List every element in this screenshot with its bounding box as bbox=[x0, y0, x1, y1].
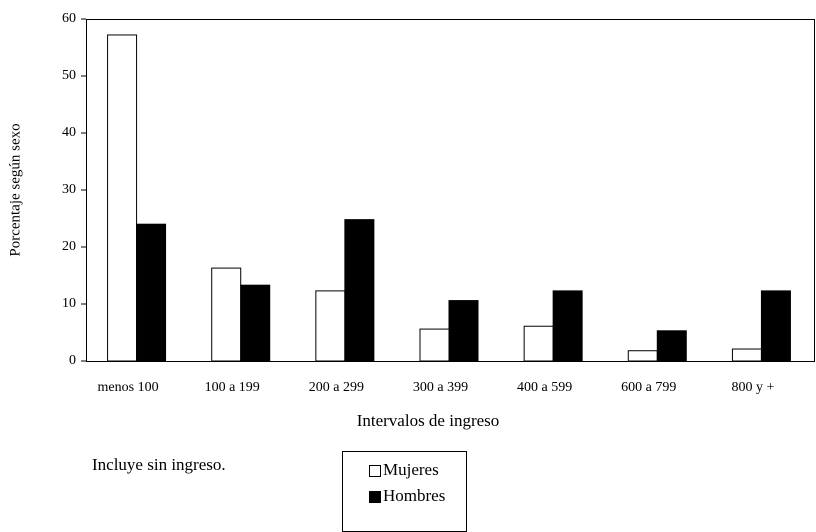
bar bbox=[656, 330, 687, 362]
legend-label: Mujeres bbox=[383, 460, 439, 479]
bar bbox=[344, 219, 375, 362]
x-tick-label: 100 a 199 bbox=[205, 380, 260, 395]
bar bbox=[760, 290, 791, 362]
y-tick-label: 50 bbox=[62, 68, 76, 83]
bar bbox=[731, 348, 762, 362]
x-axis-label: Intervalos de ingreso bbox=[357, 411, 500, 430]
note: Incluye sin ingreso. bbox=[92, 455, 226, 474]
bar bbox=[240, 284, 271, 362]
legend-swatch bbox=[369, 491, 381, 503]
bar bbox=[136, 223, 167, 362]
legend-label: Hombres bbox=[383, 486, 445, 505]
x-tick-label: 800 y + bbox=[731, 380, 774, 395]
y-tick-label: 0 bbox=[69, 353, 76, 368]
x-tick-label: 300 a 399 bbox=[413, 380, 468, 395]
y-tick-label: 40 bbox=[62, 125, 76, 140]
legend-swatch bbox=[369, 465, 381, 477]
bar bbox=[107, 34, 138, 362]
x-tick-label: 200 a 299 bbox=[309, 380, 364, 395]
plot-frame bbox=[86, 19, 815, 362]
bar bbox=[211, 267, 242, 362]
y-axis-label: Porcentaje según sexo bbox=[7, 123, 23, 256]
bar bbox=[448, 300, 479, 362]
x-tick-label: menos 100 bbox=[98, 380, 159, 395]
bar bbox=[419, 328, 450, 362]
y-tick-label: 20 bbox=[62, 239, 76, 254]
bar bbox=[315, 290, 346, 362]
y-tick-label: 10 bbox=[62, 296, 76, 311]
x-tick-label: 400 a 599 bbox=[517, 380, 572, 395]
bar bbox=[552, 290, 583, 362]
bar bbox=[523, 325, 554, 362]
y-tick-label: 30 bbox=[62, 182, 76, 197]
y-tick-label: 60 bbox=[62, 11, 76, 26]
x-tick-label: 600 a 799 bbox=[621, 380, 676, 395]
bar bbox=[627, 350, 658, 362]
